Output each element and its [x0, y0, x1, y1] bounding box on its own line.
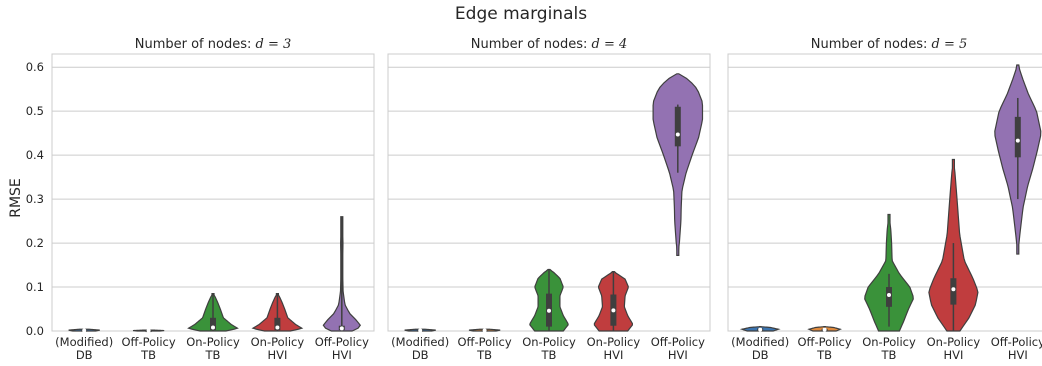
panel-title-math: d = 4: [592, 37, 628, 52]
x-tick-label: HVI: [1008, 348, 1028, 362]
x-tick-label: HVI: [668, 348, 688, 362]
x-tick-label: DB: [76, 348, 93, 362]
x-tick-label: HVI: [332, 348, 352, 362]
y-axis-label: RMSE: [8, 178, 24, 218]
x-tick-label: On-Policy: [587, 335, 641, 349]
violin-median-dot: [611, 308, 616, 313]
x-tick-label: On-Policy: [522, 335, 576, 349]
x-tick-label: HVI: [267, 348, 287, 362]
x-tick-label: On-Policy: [186, 335, 240, 349]
panel-title-prefix: Number of nodes:: [811, 37, 932, 52]
x-tick-label: On-Policy: [862, 335, 916, 349]
panel-3: Number of nodes: d = 5 (Modified)DB Off-Po…: [727, 37, 1042, 362]
y-tick-label: 0.2: [26, 236, 44, 250]
panel-2: Number of nodes: d = 4 (Modified)DB Off-Po…: [387, 37, 711, 362]
violin-median-dot: [418, 328, 423, 333]
panel-frame: [51, 53, 375, 332]
violin-median-dot: [339, 326, 344, 331]
x-tick-label: On-Policy: [251, 335, 305, 349]
violin-median-dot: [547, 308, 551, 313]
x-tick-label: TB: [140, 348, 156, 362]
violin-median-dot: [758, 327, 763, 332]
violin-iqr-box: [674, 106, 681, 147]
x-tick-label: On-Policy: [927, 335, 981, 349]
panel-title-math: d = 3: [256, 37, 292, 52]
x-tick-label: TB: [541, 348, 557, 362]
violin-median-dot: [82, 328, 87, 333]
x-tick-label: Off-Policy: [121, 335, 175, 349]
panel-title: Number of nodes: d = 5: [811, 37, 968, 52]
y-tick-label: 0.1: [26, 280, 44, 294]
x-tick-label: (Modified): [55, 335, 113, 349]
x-tick-label: DB: [412, 348, 429, 362]
x-tick-label: Off-Policy: [991, 335, 1042, 349]
x-tick-label: Off-Policy: [797, 335, 851, 349]
violin-median-dot: [1015, 138, 1020, 143]
panel-title-math: d = 5: [932, 37, 968, 52]
y-tick-label: 0.3: [26, 192, 44, 206]
violin-median-dot: [822, 327, 827, 332]
violin-body: [864, 213, 914, 332]
x-tick-label: HVI: [943, 348, 963, 362]
violin-iqr-box: [210, 317, 216, 331]
panel-title: Number of nodes: d = 3: [135, 37, 292, 52]
y-tick-label: 0.5: [26, 104, 44, 118]
y-tick-label: 0.0: [26, 324, 44, 338]
x-tick-label: TB: [881, 348, 897, 362]
panel-title-prefix: Number of nodes:: [135, 37, 256, 52]
x-tick-label: (Modified): [391, 335, 449, 349]
panel-1: Number of nodes: d = 3 0.0 0.1 0.2 0.3 0.4 0.5…: [26, 37, 375, 362]
violin-median-dot: [951, 287, 956, 292]
violin-iqr-box: [274, 317, 281, 331]
violin-median-dot: [211, 325, 215, 330]
x-tick-label: DB: [752, 348, 769, 362]
x-tick-label: (Modified): [731, 335, 789, 349]
violin-iqr-box: [950, 278, 957, 305]
x-tick-label: Off-Policy: [457, 335, 511, 349]
figure-title: Edge marginals: [455, 4, 587, 24]
violin-median-dot: [482, 328, 487, 333]
y-tick-label: 0.4: [26, 148, 44, 162]
y-tick-label: 0.6: [26, 60, 44, 74]
violin-iqr-box: [1014, 116, 1021, 158]
panel-title: Number of nodes: d = 4: [471, 37, 628, 52]
x-tick-label: TB: [205, 348, 221, 362]
violin-median-dot: [887, 292, 891, 297]
panel-title-prefix: Number of nodes:: [471, 37, 592, 52]
violin-median-dot: [275, 325, 280, 330]
violin-median-dot: [146, 328, 151, 333]
x-tick-label: Off-Policy: [315, 335, 369, 349]
violin-median-dot: [675, 132, 680, 137]
x-tick-label: HVI: [603, 348, 623, 362]
x-tick-label: Off-Policy: [651, 335, 705, 349]
x-tick-label: TB: [476, 348, 492, 362]
x-tick-label: TB: [816, 348, 832, 362]
